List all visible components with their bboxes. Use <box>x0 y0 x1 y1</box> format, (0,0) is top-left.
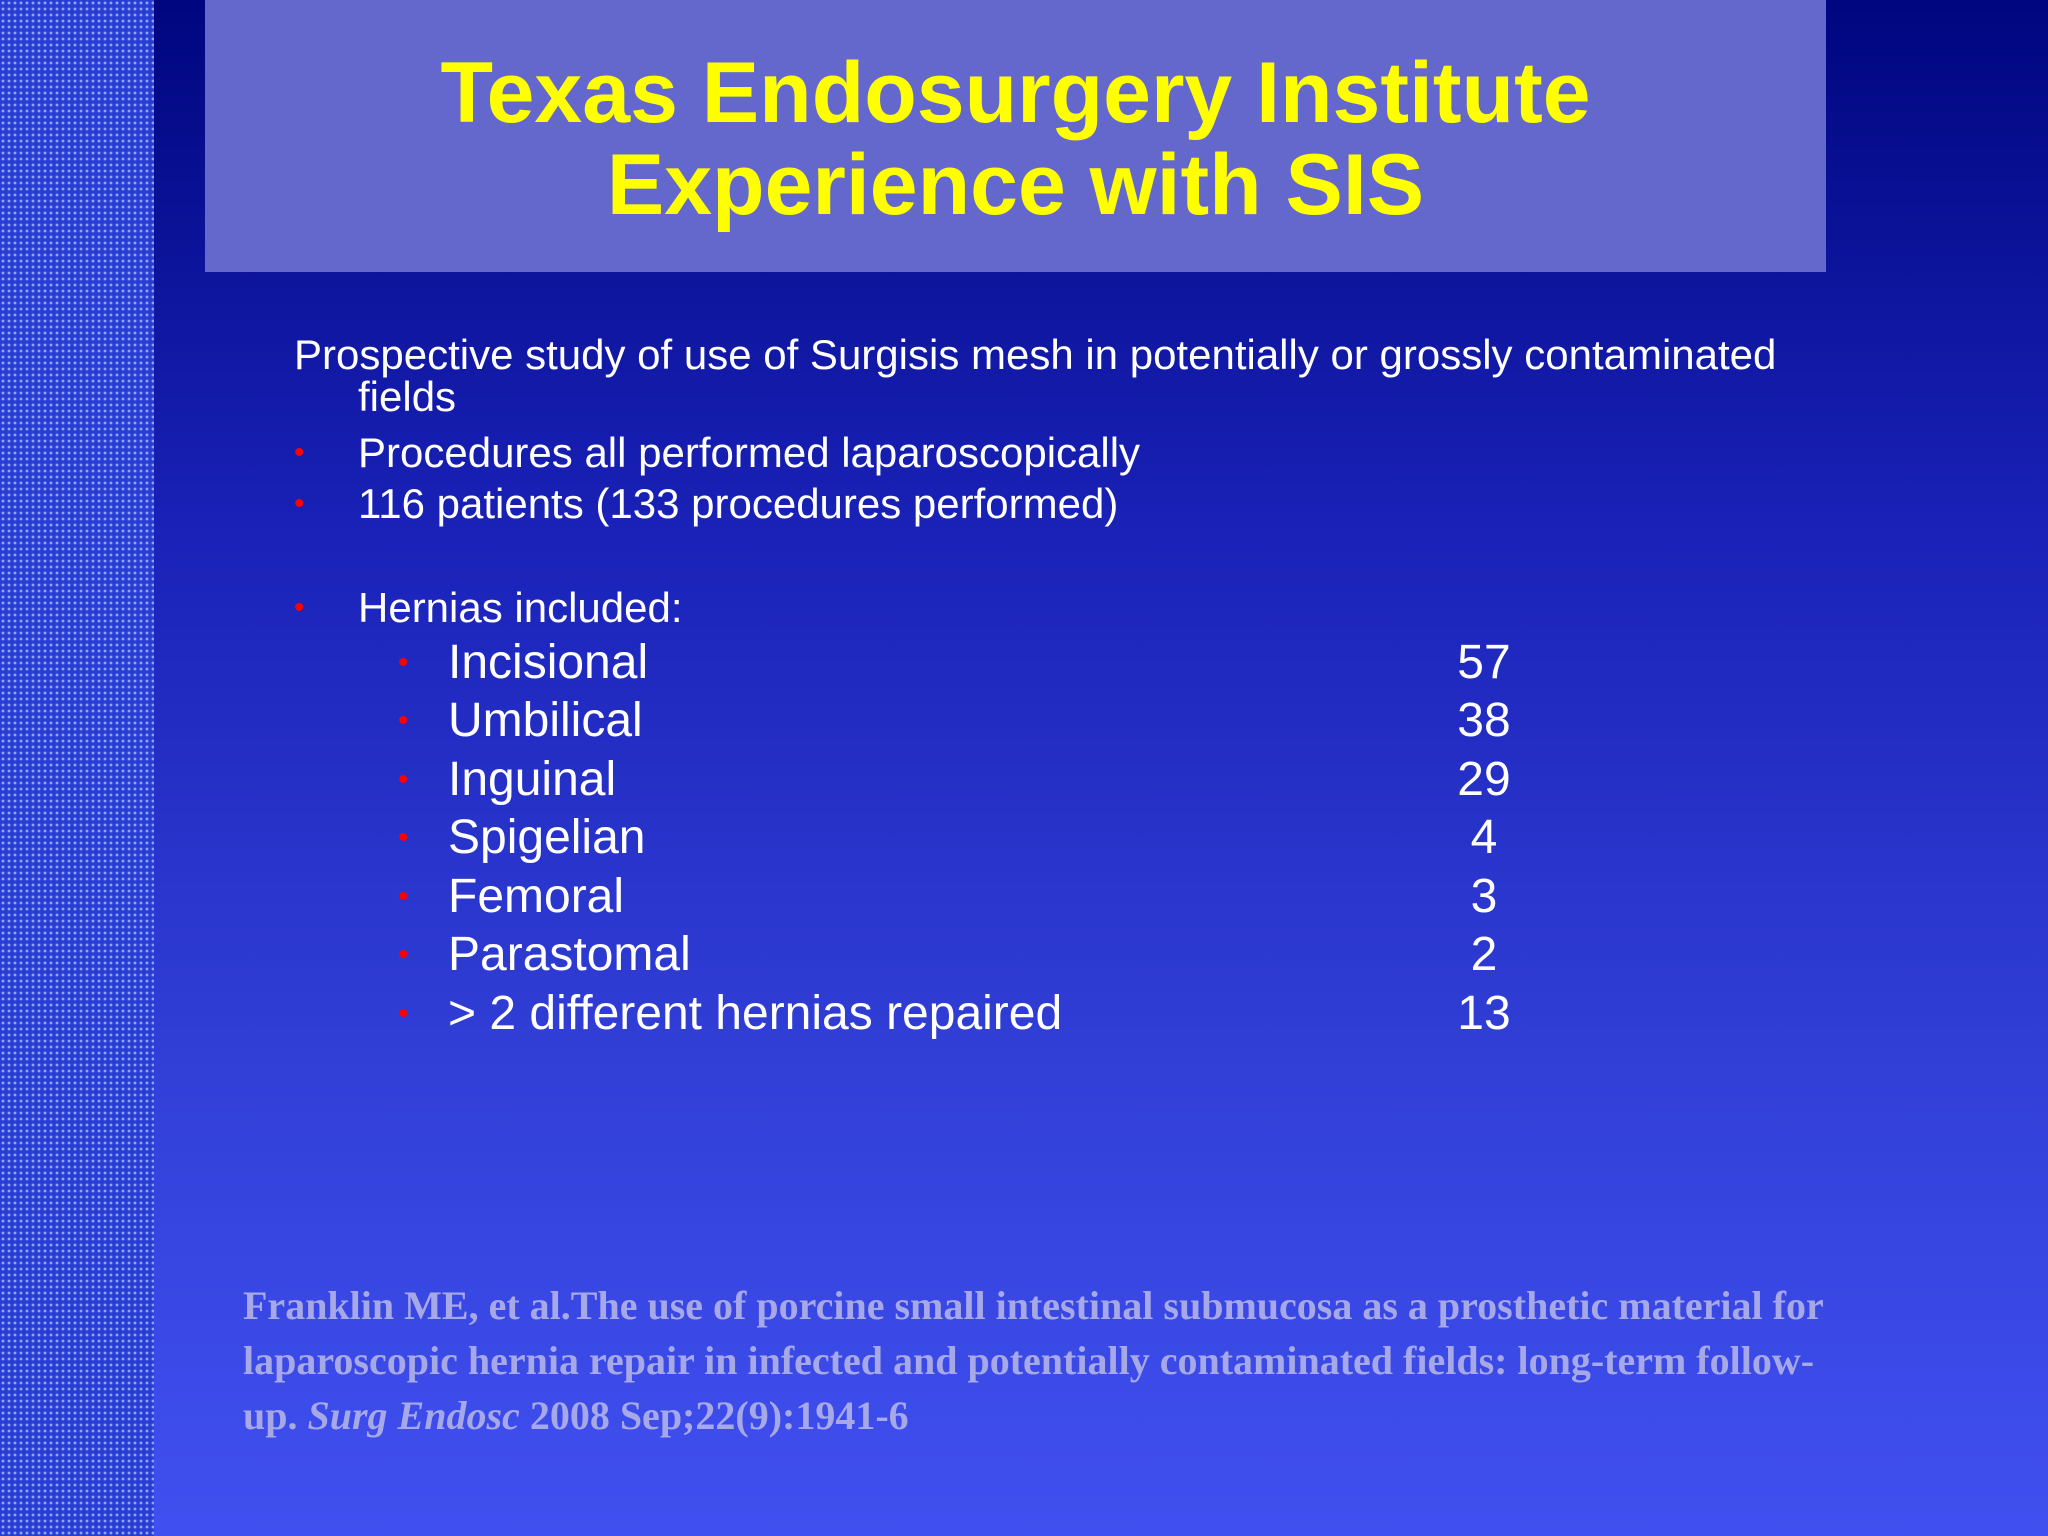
bullet-dot: • <box>294 436 305 469</box>
hernia-count: 4 <box>1470 811 1498 864</box>
citation-main: Franklin ME, et al.The use of porcine sm… <box>243 1283 1823 1438</box>
slide-title-line-2: Experience with SIS <box>606 137 1425 233</box>
bullet-dot: • <box>398 938 409 971</box>
hernia-count: 38 <box>1457 694 1511 747</box>
intro-line-1: Prospective study of use of Surgisis mes… <box>294 331 1777 378</box>
bullet-dot: • <box>398 880 409 913</box>
hernia-label: Inguinal <box>448 753 617 806</box>
bullet-dot: • <box>398 821 409 854</box>
intro-line-2: fields <box>358 373 457 420</box>
bullet-dot: • <box>294 591 305 624</box>
hernia-count: 29 <box>1457 753 1511 806</box>
bullet-dot: • <box>398 704 409 737</box>
hernia-count: 2 <box>1470 928 1498 981</box>
bullet-dot: • <box>398 763 409 796</box>
hernia-count: 57 <box>1457 636 1511 689</box>
hernia-label: Spigelian <box>448 811 646 864</box>
bullet-dot: • <box>294 487 305 520</box>
bullet-text: Procedures all performed laparoscopicall… <box>358 429 1141 476</box>
citation-journal: Surg Endosc <box>307 1393 520 1438</box>
bullet-text: Hernias included: <box>358 584 683 631</box>
intro-paragraph: Prospective study of use of Surgisis mes… <box>294 334 1934 418</box>
citation-details: 2008 Sep;22(9):1941-6 <box>519 1393 909 1438</box>
hernia-label: Umbilical <box>448 694 643 747</box>
hernia-label: Incisional <box>448 636 649 689</box>
slide-title-line-1: Texas Endosurgery Institute <box>440 45 1591 141</box>
hernia-label: > 2 different hernias repaired <box>448 987 1063 1040</box>
bullet-dot: • <box>398 646 409 679</box>
hernia-count: 13 <box>1457 987 1511 1040</box>
side-pattern-strip <box>0 0 154 1536</box>
title-box: Texas Endosurgery Institute Experience w… <box>205 0 1826 272</box>
bullet-text: 116 patients (133 procedures performed) <box>358 480 1119 527</box>
hernia-label: Parastomal <box>448 928 691 981</box>
hernia-count: 3 <box>1470 870 1498 923</box>
citation: Franklin ME, et al.The use of porcine sm… <box>243 1278 1863 1443</box>
hernia-label: Femoral <box>448 870 625 923</box>
bullet-dot: • <box>398 997 409 1030</box>
